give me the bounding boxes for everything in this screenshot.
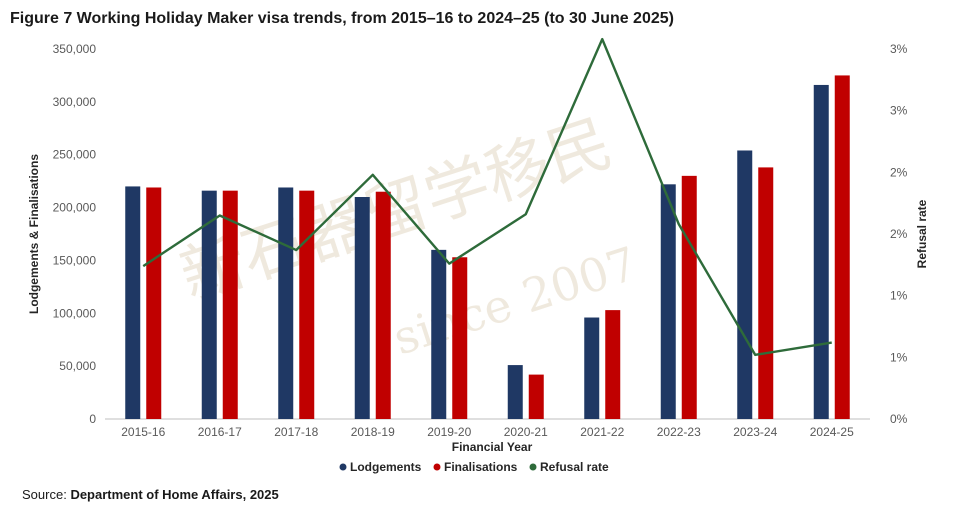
source-name: Department of Home Affairs, 2025 [70,487,279,502]
bars [125,75,850,419]
source-label: Source: [22,487,67,502]
bar-finalisations-2017-18 [299,190,315,419]
legend-marker-refusal-rate [529,463,537,471]
y2-tick-label: 3% [890,104,908,118]
bar-lodgements-2023-24 [737,150,753,419]
bar-lodgements-2016-17 [201,190,217,419]
y2-tick-label: 2% [890,227,908,241]
y-tick-label: 50,000 [59,359,96,373]
bar-finalisations-2020-21 [528,374,544,419]
bar-lodgements-2019-20 [431,249,447,419]
legend-label-finalisations: Finalisations [444,460,518,474]
x-tick-label: 2023-24 [733,425,777,439]
bar-finalisations-2018-19 [375,191,391,419]
y-tick-label: 200,000 [53,201,97,215]
x-axis-title: Financial Year [452,440,533,454]
source-note: Source: Department of Home Affairs, 2025 [22,487,279,502]
y2-tick-label: 1% [890,289,908,303]
line-refusal-rate [142,37,832,357]
refusal-line-layer [142,37,832,357]
y-axis-title: Lodgements & Finalisations [27,154,41,314]
y2-tick-label: 1% [890,350,908,364]
y-tick-label: 0 [89,412,96,426]
legend: Lodgements Finalisations Refusal rate [339,460,609,474]
y2-axis-title: Refusal rate [915,199,929,268]
bar-finalisations-2016-17 [222,190,238,419]
x-tick-label: 2017-18 [274,425,318,439]
y-tick-labels: 0 50,000 100,000 150,000 200,000 250,000 300,0… [53,42,97,426]
y2-tick-label: 0% [890,412,908,426]
y-tick-label: 100,000 [53,306,97,320]
bar-lodgements-2017-18 [278,187,294,419]
x-tick-label: 2018-19 [351,425,395,439]
legend-label-refusal-rate: Refusal rate [540,460,609,474]
x-tick-labels: 2015-16 2016-17 2017-18 2018-19 2019-20 2020-… [121,425,854,439]
watermark-english: since 2007 [387,236,644,365]
bar-lodgements-2018-19 [354,197,370,419]
bar-finalisations-2023-24 [758,167,774,419]
x-tick-label: 2024-25 [810,425,854,439]
bar-finalisations-2022-23 [681,175,697,419]
y-tick-label: 350,000 [53,42,97,56]
bar-lodgements-2021-22 [584,317,600,419]
x-tick-label: 2019-20 [427,425,471,439]
legend-label-lodgements: Lodgements [350,460,422,474]
watermark: 新石器留学移民 since 2007 [172,106,644,365]
chart-title: Figure 7 Working Holiday Maker visa tren… [10,10,674,27]
x-tick-label: 2021-22 [580,425,624,439]
x-tick-label: 2015-16 [121,425,165,439]
legend-marker-finalisations [433,463,441,471]
x-tick-label: 2020-21 [504,425,548,439]
y-tick-label: 150,000 [53,253,97,267]
y2-tick-label: 3% [890,42,908,56]
bar-lodgements-2024-25 [813,84,829,419]
bar-lodgements-2015-16 [125,186,141,419]
y-tick-label: 300,000 [53,95,97,109]
x-tick-label: 2022-23 [657,425,701,439]
y-tick-label: 250,000 [53,148,97,162]
bar-finalisations-2015-16 [146,187,162,419]
y2-tick-labels: 0% 1% 1% 2% 2% 3% 3% [890,42,908,426]
x-tick-label: 2016-17 [198,425,242,439]
bar-finalisations-2024-25 [834,75,850,419]
legend-marker-lodgements [339,463,347,471]
bar-lodgements-2022-23 [660,184,676,419]
y2-tick-label: 2% [890,165,908,179]
bar-finalisations-2019-20 [452,257,468,419]
bar-lodgements-2020-21 [507,365,523,419]
bar-finalisations-2021-22 [605,310,621,419]
